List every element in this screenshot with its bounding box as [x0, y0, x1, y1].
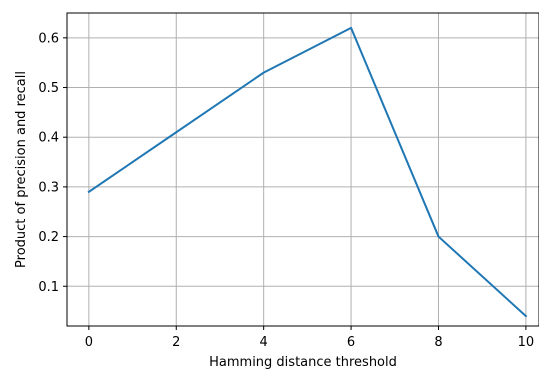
x-tick-label: 0	[85, 335, 93, 350]
y-axis-label: Product of precision and recall	[14, 71, 29, 268]
ticks: 0 2 4 6 8 10 0.1 0.2 0.3 0.4 0.5 0.6	[38, 31, 534, 350]
y-tick-label: 0.5	[38, 81, 59, 96]
x-tick-label: 6	[347, 335, 355, 350]
grid	[67, 13, 539, 326]
y-tick-label: 0.1	[38, 280, 59, 295]
y-tick-label: 0.2	[38, 230, 59, 245]
y-tick-label: 0.3	[38, 180, 59, 195]
x-tick-label: 2	[172, 335, 180, 350]
plot-frame	[66, 12, 539, 327]
x-tick-label: 4	[260, 335, 268, 350]
x-axis-label: Hamming distance threshold	[209, 355, 397, 369]
y-tick-label: 0.4	[38, 131, 59, 146]
x-tick-label: 10	[518, 335, 535, 350]
series-line	[87, 26, 528, 318]
y-tick-label: 0.6	[38, 31, 59, 46]
x-tick-label: 8	[434, 335, 442, 350]
series-layer	[87, 26, 528, 318]
